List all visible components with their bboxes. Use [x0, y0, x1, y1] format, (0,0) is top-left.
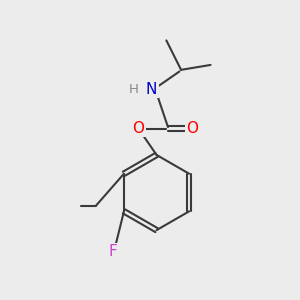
- Text: O: O: [133, 121, 145, 136]
- Text: F: F: [108, 244, 117, 259]
- Text: O: O: [186, 121, 198, 136]
- Text: N: N: [146, 82, 157, 97]
- Text: H: H: [129, 83, 139, 96]
